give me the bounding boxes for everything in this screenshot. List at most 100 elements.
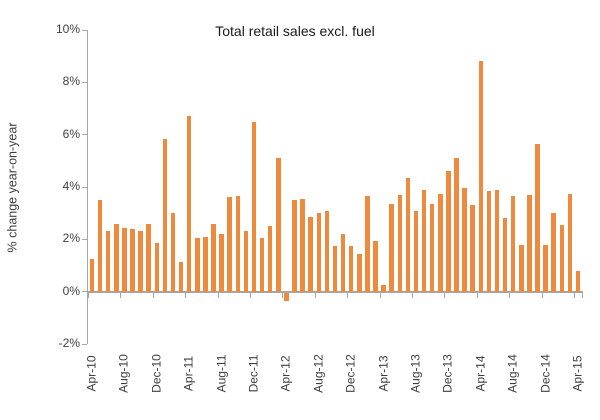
y-tick-mark bbox=[82, 238, 87, 240]
x-tick-label: Dec-11 bbox=[246, 354, 261, 393]
x-tick-mark bbox=[217, 292, 219, 298]
x-tick-label: Aug-10 bbox=[116, 354, 131, 393]
x-tick-label: Apr-12 bbox=[278, 355, 293, 392]
y-tick-label: 6% bbox=[62, 126, 80, 141]
bar bbox=[251, 121, 257, 292]
y-tick-label: 2% bbox=[62, 231, 80, 246]
bar bbox=[138, 231, 143, 292]
x-tick-label: Apr-11 bbox=[181, 355, 196, 392]
x-tick-label: Aug-12 bbox=[311, 354, 326, 393]
x-tick-label: Dec-10 bbox=[149, 354, 164, 393]
y-tick-mark bbox=[82, 29, 87, 31]
bar bbox=[470, 205, 475, 292]
bar bbox=[178, 261, 184, 292]
x-tick-mark bbox=[314, 292, 316, 298]
bar bbox=[543, 244, 548, 292]
bar bbox=[211, 223, 216, 292]
bar bbox=[559, 224, 564, 292]
x-axis-line bbox=[87, 290, 583, 293]
bar bbox=[575, 270, 581, 292]
bar bbox=[405, 177, 411, 292]
bar bbox=[146, 223, 151, 292]
bar bbox=[227, 197, 232, 292]
y-tick-mark bbox=[82, 81, 87, 83]
x-tick-mark bbox=[444, 292, 446, 298]
x-tick-mark bbox=[88, 292, 89, 298]
bar bbox=[219, 234, 224, 292]
x-tick-mark bbox=[582, 292, 583, 298]
bar bbox=[130, 228, 135, 292]
y-tick-mark bbox=[82, 343, 87, 345]
x-tick-label: Aug-11 bbox=[214, 354, 229, 393]
x-tick-mark bbox=[152, 292, 154, 298]
x-tick-mark bbox=[573, 292, 575, 298]
bar bbox=[446, 171, 451, 292]
y-tick-label: 8% bbox=[62, 74, 80, 89]
bar bbox=[308, 217, 313, 292]
y-tick-label: 4% bbox=[62, 179, 80, 193]
bar bbox=[429, 204, 435, 292]
y-tick-label: 0% bbox=[62, 283, 80, 298]
bar bbox=[421, 189, 427, 292]
x-tick-mark bbox=[379, 292, 381, 298]
bar bbox=[381, 285, 386, 292]
bar bbox=[478, 61, 484, 292]
bar bbox=[203, 236, 208, 292]
bar bbox=[519, 244, 524, 292]
x-tick-label: Dec-14 bbox=[538, 354, 553, 393]
bar bbox=[170, 213, 176, 292]
bar bbox=[162, 138, 168, 292]
y-tick-mark bbox=[82, 291, 87, 293]
x-tick-mark bbox=[347, 292, 349, 298]
bar bbox=[527, 194, 532, 292]
bar bbox=[195, 238, 200, 292]
bar bbox=[267, 226, 273, 292]
x-tick-label: Dec-12 bbox=[343, 354, 358, 393]
bar bbox=[284, 292, 289, 301]
bar bbox=[502, 218, 508, 292]
bar bbox=[243, 231, 249, 292]
bar bbox=[235, 196, 241, 292]
bar bbox=[114, 223, 119, 292]
bar bbox=[292, 200, 297, 292]
bar bbox=[105, 231, 111, 292]
x-tick-mark bbox=[185, 292, 187, 298]
bar bbox=[413, 210, 419, 292]
bar bbox=[186, 116, 192, 292]
y-axis-line bbox=[87, 30, 88, 344]
bar bbox=[462, 188, 467, 292]
x-tick-label: Dec-13 bbox=[440, 354, 455, 393]
bar bbox=[259, 238, 265, 292]
x-tick-mark bbox=[120, 292, 122, 298]
bar bbox=[97, 200, 103, 292]
bar bbox=[535, 143, 540, 292]
x-tick-label: Apr-14 bbox=[473, 355, 488, 392]
y-tick-label: 10% bbox=[55, 22, 80, 36]
y-axis-title: % change year-on-year bbox=[5, 122, 20, 253]
bar bbox=[154, 243, 160, 292]
x-tick-label: Apr-13 bbox=[376, 355, 391, 392]
bar bbox=[365, 196, 370, 292]
bar bbox=[454, 158, 459, 292]
bar bbox=[567, 193, 573, 292]
x-tick-mark bbox=[249, 292, 251, 298]
bar bbox=[324, 210, 330, 292]
bar bbox=[397, 194, 403, 292]
bar bbox=[510, 196, 516, 292]
bar bbox=[340, 234, 346, 292]
bar bbox=[122, 227, 127, 292]
x-tick-mark bbox=[476, 292, 478, 298]
bar bbox=[316, 213, 322, 292]
bar bbox=[494, 189, 500, 292]
bar bbox=[300, 198, 305, 292]
bar bbox=[389, 204, 394, 292]
y-tick-mark bbox=[82, 186, 87, 188]
x-tick-label: Apr-15 bbox=[570, 355, 585, 392]
x-tick-label: Aug-14 bbox=[505, 354, 520, 393]
chart-title: Total retail sales excl. fuel bbox=[215, 23, 375, 39]
x-tick-mark bbox=[541, 292, 543, 298]
bar bbox=[438, 193, 443, 292]
bar bbox=[276, 158, 281, 292]
bar bbox=[332, 245, 338, 292]
